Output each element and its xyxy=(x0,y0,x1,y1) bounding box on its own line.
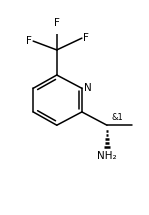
Text: &1: &1 xyxy=(111,112,123,121)
Text: F: F xyxy=(26,36,32,46)
Text: NH₂: NH₂ xyxy=(97,151,117,161)
Text: F: F xyxy=(54,18,60,28)
Text: N: N xyxy=(84,83,92,93)
Text: F: F xyxy=(83,33,89,43)
